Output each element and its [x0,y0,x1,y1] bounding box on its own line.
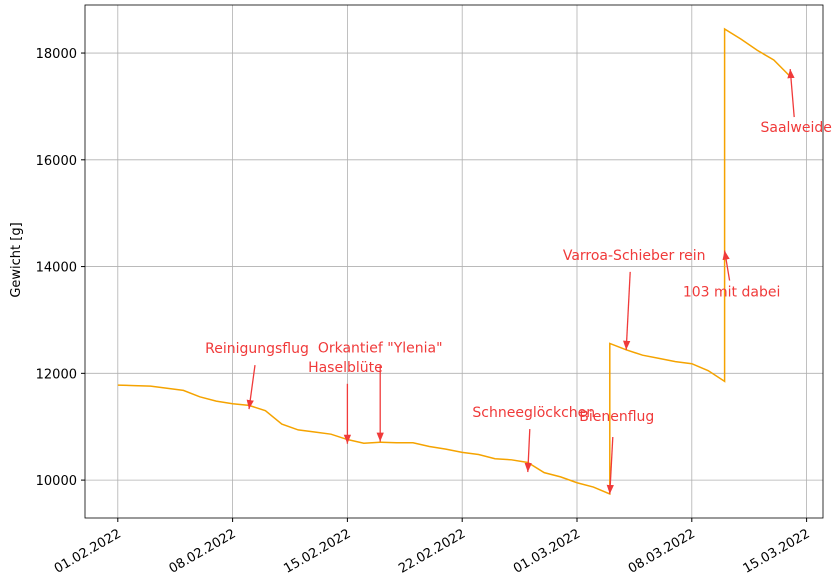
x-tick-label: 22.02.2022 [396,526,468,576]
line [117,27,791,496]
plot-frame [84,4,824,519]
annotation-text: 103 mit dabei [683,285,781,301]
x-tick-label: 08.03.2022 [626,526,698,576]
x-tick-label: 08.02.2022 [167,526,239,576]
annotation-text: Schneeglöckchen [472,405,595,421]
x-tick-label: 01.02.2022 [52,526,124,576]
annotation-arrow [623,271,631,350]
annotation-arrow [722,250,731,281]
y-tick-label: 12000 [36,367,77,382]
y-tick-label: 16000 [36,154,77,169]
annotation-arrow [787,69,795,118]
x-tick-label: 15.03.2022 [741,526,813,576]
annotation-text: Orkantief "Ylenia" [318,341,443,357]
annotation-arrow [606,436,614,495]
y-tick-label: 10000 [36,474,77,489]
x-tick-label: 15.02.2022 [281,526,353,576]
x-tick-label: 01.03.2022 [511,526,583,576]
annotation-text: Saalweide [761,120,832,136]
annotation-text: Haselblüte [308,360,383,376]
annotation-arrow [524,429,532,473]
annotation-text: Varroa-Schieber rein [563,248,706,264]
y-axis-label: Gewicht [g] [9,222,24,297]
y-tick-label: 14000 [36,261,77,276]
annotation-text: Bienenflug [579,409,654,425]
annotation-arrow [246,365,256,410]
annotation-text: Reinigungsflug [205,341,309,357]
y-tick-label: 18000 [36,47,77,62]
